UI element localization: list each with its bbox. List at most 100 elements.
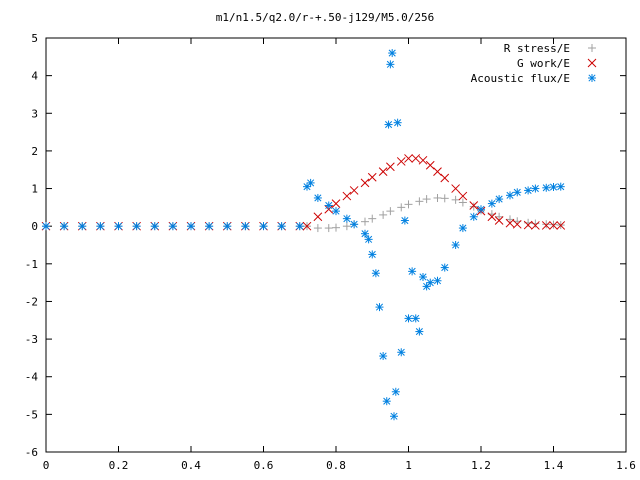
x-tick-label: 0.2 (109, 459, 129, 472)
data-point (513, 188, 522, 197)
data-point (531, 184, 540, 193)
data-point (506, 215, 514, 224)
data-point (361, 217, 369, 226)
x-tick-label: 1.4 (544, 459, 564, 472)
legend-marker (587, 58, 597, 68)
data-point (360, 178, 370, 188)
x-tick-label: 0.8 (326, 459, 346, 472)
data-point (556, 221, 566, 230)
data-point (524, 186, 533, 195)
y-tick-label: 4 (31, 70, 38, 83)
data-point (469, 201, 479, 210)
data-point (313, 212, 323, 222)
data-point (487, 199, 496, 208)
data-point (505, 218, 515, 228)
legend-marker (588, 74, 596, 82)
data-point (241, 222, 250, 231)
x-tick-label: 0.4 (181, 459, 201, 472)
legend-marker (588, 44, 596, 52)
data-point (364, 235, 373, 244)
series-2 (42, 49, 565, 421)
data-point (324, 224, 333, 233)
data-point (531, 221, 540, 230)
data-point (506, 191, 514, 200)
data-point (78, 222, 87, 231)
data-point (391, 387, 400, 396)
data-point (379, 210, 388, 219)
data-point (361, 229, 369, 238)
data-point (549, 221, 558, 230)
data-point (542, 220, 551, 229)
data-point (494, 216, 504, 225)
data-point (331, 199, 341, 208)
data-point (440, 173, 450, 183)
data-point (390, 412, 398, 421)
data-point (411, 154, 421, 163)
data-point (342, 222, 351, 231)
data-point (426, 278, 435, 287)
data-point (440, 194, 449, 203)
y-tick-label: 1 (31, 183, 38, 196)
y-tick-label: -6 (25, 446, 38, 459)
data-point (469, 212, 478, 221)
data-point (375, 303, 384, 312)
data-point (388, 49, 397, 58)
data-point (495, 212, 504, 221)
data-point (523, 220, 533, 230)
x-tick-label: 1.2 (471, 459, 491, 472)
data-point (306, 178, 315, 187)
data-point (477, 205, 485, 214)
y-tick-label: -5 (25, 408, 38, 421)
data-point (386, 60, 395, 69)
data-point (404, 154, 413, 163)
y-tick-label: 3 (31, 107, 38, 120)
data-point (302, 221, 312, 231)
data-point (469, 202, 478, 211)
data-point (400, 216, 409, 225)
data-point (396, 157, 406, 166)
data-point (313, 193, 322, 202)
y-tick-label: -3 (25, 333, 38, 346)
data-point (411, 314, 420, 323)
x-tick-label: 1.6 (616, 459, 636, 472)
data-point (425, 160, 435, 170)
data-point (114, 222, 123, 231)
data-point (349, 186, 359, 195)
legend: R stress/E G work/E Acoustic flux/E (471, 42, 597, 85)
y-tick-label: 0 (31, 220, 38, 233)
data-point (368, 214, 377, 223)
data-point (187, 222, 195, 231)
data-point (332, 223, 340, 232)
data-point (367, 172, 377, 182)
y-tick-label: 2 (31, 145, 38, 158)
data-point (324, 201, 333, 210)
x-tick-label: 1 (405, 459, 412, 472)
data-point (418, 155, 428, 165)
data-point (451, 195, 460, 204)
data-point (495, 195, 504, 204)
data-point (132, 222, 141, 231)
axes: 0 0.2 0.4 0.6 0.8 1 1.2 1.4 1.6 5 4 3 2 1 0 -1 -2 -3 -4 -5 -… (25, 32, 636, 472)
data-point (415, 197, 424, 206)
data-point (205, 222, 214, 231)
data-point (397, 348, 406, 357)
data-point (531, 219, 540, 228)
data-point (313, 224, 322, 233)
data-point (168, 222, 177, 231)
data-point (541, 221, 551, 230)
data-point (542, 183, 551, 192)
data-point (384, 120, 393, 129)
data-point (433, 167, 442, 176)
data-point (60, 222, 69, 231)
data-point (458, 191, 468, 201)
data-point (150, 222, 159, 231)
legend-label: R stress/E (504, 42, 570, 55)
y-tick-label: -2 (25, 295, 38, 308)
x-tick-label: 0.6 (254, 459, 274, 472)
data-point (382, 397, 391, 406)
chart-marks (41, 49, 566, 421)
y-tick-label: -4 (25, 371, 39, 384)
data-point (451, 241, 460, 249)
